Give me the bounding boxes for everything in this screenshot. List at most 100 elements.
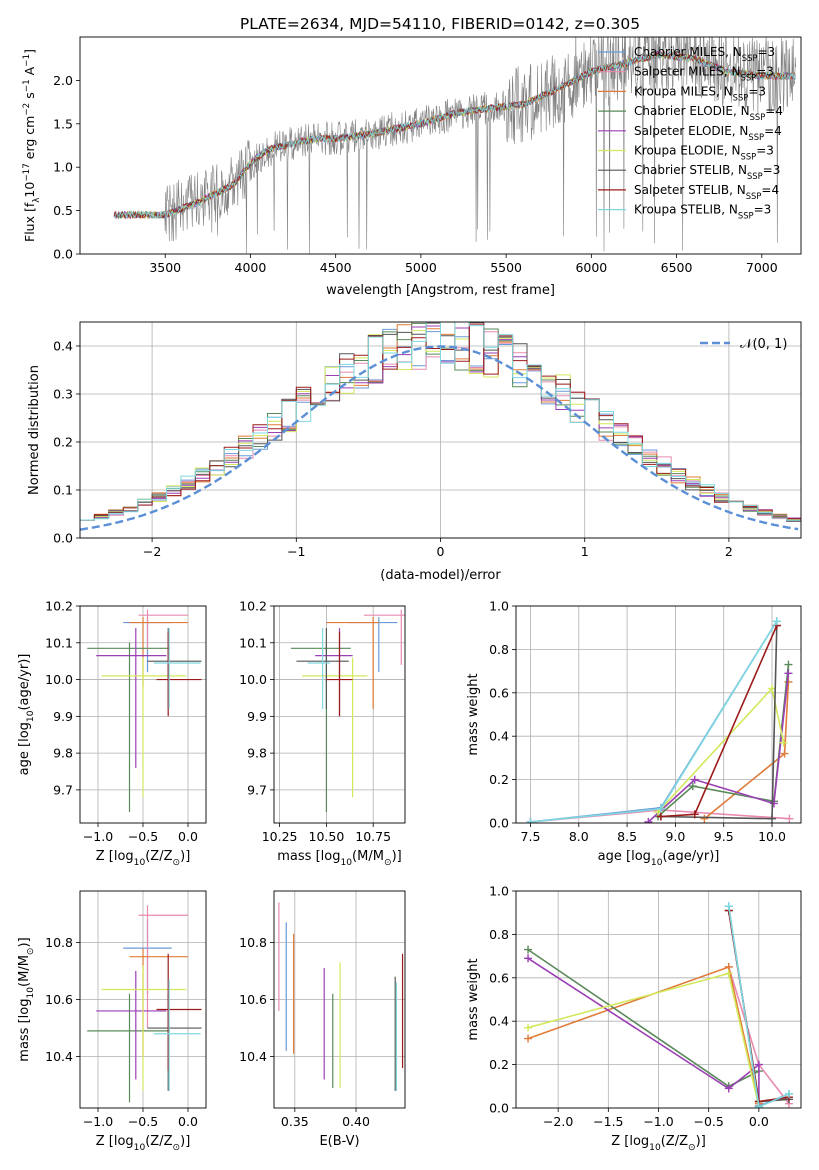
legend-entry: Salpeter STELIB, NSSP=4: [634, 183, 779, 201]
y-axis-label: mass weight: [466, 958, 481, 1040]
weight-series-line: [647, 673, 790, 823]
weight-marker: [724, 1084, 733, 1093]
x-tick-label: 0.0: [178, 829, 198, 844]
x-tick-label: −1.0: [643, 1114, 673, 1129]
normal-curve: [80, 345, 799, 531]
weight-marker: [784, 660, 793, 669]
weight-marker: [524, 954, 533, 963]
y-tick-label: 10.6: [45, 992, 73, 1007]
weight-marker: [784, 669, 793, 678]
weight-marker: [780, 749, 789, 758]
legend-entry: 𝒩(0, 1): [740, 337, 787, 352]
x-tick-label: 8.0: [569, 829, 589, 844]
x-tick-label: 5500: [490, 260, 522, 275]
y-tick-label: 10.0: [239, 672, 267, 687]
weight-marker: [754, 1102, 763, 1108]
weight-marker: [690, 775, 699, 784]
y-tick-label: 0.3: [53, 387, 73, 402]
y-tick-label: 0.4: [53, 339, 73, 354]
weight-series-line: [527, 957, 760, 1107]
x-tick-label: 2: [725, 544, 733, 559]
x-tick-label: −1.5: [593, 1114, 623, 1129]
x-tick-label: −2.0: [543, 1114, 573, 1129]
y-tick-label: 10.1: [45, 635, 73, 650]
x-tick-label: −1: [287, 544, 305, 559]
y-tick-label: 9.9: [247, 709, 267, 724]
weight-vs-age-panel: 7.5 8.0 8.5 9.0 9.5 10.0 0.0 0.2 0.4 0.6 0.8 1.0 age…: [466, 599, 802, 868]
y-tick-label: 0.2: [53, 435, 73, 450]
axes-frame: [79, 36, 802, 255]
weight-marker: [524, 1034, 533, 1043]
legend-entry: Salpeter ELODIE, NSSP=4: [634, 124, 782, 142]
y-tick-label: 0.1: [53, 483, 73, 498]
weight-marker: [644, 817, 653, 823]
weight-marker: [524, 945, 533, 954]
y-tick-label: 9.7: [247, 782, 267, 797]
x-tick-label: 7.5: [521, 829, 541, 844]
x-tick-label: 6000: [575, 260, 607, 275]
x-tick-label: −0.5: [128, 829, 158, 844]
weight-marker: [524, 1023, 533, 1032]
weight-marker: [769, 799, 778, 808]
y-tick-label: 0.0: [53, 531, 73, 546]
mass-vs-ebv-panel: 0.35 0.40 10.4 10.6 10.8 E(B-V): [239, 890, 406, 1149]
weight-marker: [772, 617, 781, 626]
y-tick-label: 0.2: [489, 1057, 509, 1072]
weight-series-line: [530, 620, 778, 823]
y-axis-label: mass weight: [466, 673, 481, 755]
x-tick-label: 4500: [320, 260, 352, 275]
x-tick-label: 0.40: [342, 1114, 370, 1129]
residuals-panel: −2 −1 0 1 2 0.0 0.1 0.2 0.3 0.4 (data-model)/error…: [27, 321, 802, 583]
weight-marker: [785, 814, 794, 823]
x-tick-label: 0.35: [281, 1114, 309, 1129]
y-tick-label: 1.0: [53, 160, 73, 175]
weight-series-line: [657, 686, 785, 813]
model-spectrum-line: [113, 51, 796, 219]
x-tick-label: 8.5: [617, 829, 637, 844]
x-tick-label: 0.0: [749, 1114, 769, 1129]
axes-frame: [515, 605, 802, 824]
weight-marker: [754, 1060, 763, 1069]
weight-marker: [656, 812, 665, 821]
y-tick-label: 0.8: [489, 642, 509, 657]
x-axis-label: age [log10(age/yr)]: [598, 849, 720, 868]
legend-entry: Kroupa ELODIE, NSSP=3: [634, 144, 774, 162]
x-tick-label: 10.75: [355, 829, 391, 844]
x-axis-label: (data-model)/error: [380, 568, 501, 583]
x-tick-label: −0.5: [693, 1114, 723, 1129]
mass-vs-metallicity-panel: −1.0 −0.5 0.0 10.4 10.6 10.8 Z [log10(Z/Z⊙)] ma…: [17, 890, 207, 1153]
weight-marker: [700, 814, 709, 823]
weight-marker: [768, 814, 777, 823]
y-tick-label: 10.8: [239, 935, 267, 950]
x-tick-label: 0: [437, 544, 445, 559]
legend-entry: Chabrier MILES, NSSP=3: [634, 45, 775, 63]
x-axis-label: Z [log10(Z/Z⊙)]: [96, 1134, 191, 1153]
weight-marker: [688, 782, 697, 791]
residual-histogram: [80, 322, 801, 521]
y-tick-label: 0.2: [489, 772, 509, 787]
weight-series-line: [530, 620, 778, 823]
legend-entry: Kroupa STELIB, NSSP=3: [634, 203, 771, 221]
weight-vs-metallicity-panel: −2.0 −1.5 −1.0 −0.5 0.0 0.0 0.2 0.4 0.6 0.8 1.0 Z […: [466, 884, 802, 1153]
x-tick-label: 9.0: [665, 829, 685, 844]
y-tick-label: 0.6: [489, 685, 509, 700]
x-tick-label: 4000: [235, 260, 267, 275]
y-tick-label: 1.5: [53, 116, 73, 131]
x-tick-label: 3500: [149, 260, 181, 275]
y-tick-label: 2.0: [53, 73, 73, 88]
x-tick-label: −0.5: [128, 1114, 158, 1129]
x-axis-label: wavelength [Angstrom, rest frame]: [326, 283, 555, 298]
y-tick-label: 10.1: [239, 635, 267, 650]
y-axis-label: age [log10(age/yr)]: [17, 654, 36, 776]
weight-marker: [526, 817, 535, 823]
x-tick-label: 1: [581, 544, 589, 559]
y-tick-label: 10.4: [239, 1049, 267, 1064]
y-tick-label: 1.0: [489, 884, 509, 899]
y-tick-label: 10.6: [239, 992, 267, 1007]
x-tick-label: −1.0: [83, 829, 113, 844]
x-axis-label: Z [log10(Z/Z⊙)]: [96, 849, 191, 868]
y-tick-label: 9.7: [53, 782, 73, 797]
x-tick-label: 5000: [405, 260, 437, 275]
y-tick-label: 10.4: [45, 1049, 73, 1064]
